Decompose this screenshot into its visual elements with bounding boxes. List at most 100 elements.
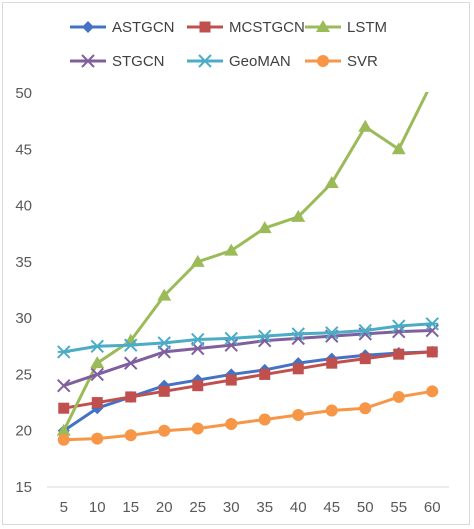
- series-svr: [57, 385, 439, 446]
- legend-item-mcstgcn: MCSTGCN: [187, 19, 305, 36]
- x-tick-label: 20: [156, 499, 173, 516]
- legend-marker: [199, 21, 211, 33]
- y-tick-label: 25: [15, 366, 32, 383]
- data-point-geoman: [392, 319, 406, 333]
- x-tick-label: 45: [323, 499, 340, 516]
- series-line-stgcn: [63, 329, 433, 388]
- data-point-svr: [426, 385, 439, 398]
- data-point-mcstgcn: [259, 368, 271, 380]
- legend-marker: [316, 20, 330, 32]
- data-point-svr: [359, 402, 372, 415]
- legend-label: STGCN: [112, 53, 165, 70]
- x-tick-label: 35: [256, 499, 273, 516]
- y-tick-label: 45: [15, 141, 32, 158]
- data-point-geoman: [124, 338, 138, 352]
- legend-marker: [82, 21, 94, 33]
- legend-item-lstm: LSTM: [305, 19, 387, 36]
- legend-label: ASTGCN: [112, 19, 175, 36]
- data-point-lstm: [190, 254, 205, 267]
- legend-item-astgcn: ASTGCN: [70, 19, 175, 36]
- data-point-mcstgcn: [292, 363, 304, 375]
- data-point-lstm: [257, 221, 272, 234]
- data-point-svr: [158, 424, 171, 437]
- data-point-svr: [292, 408, 305, 421]
- data-point-geoman: [57, 345, 71, 359]
- data-point-stgcn: [57, 378, 71, 393]
- data-point-lstm: [224, 243, 239, 256]
- data-point-geoman: [325, 326, 339, 340]
- x-tick-label: 10: [89, 499, 106, 516]
- data-point-lstm: [291, 209, 306, 222]
- y-axis-tick-labels: 15 20 25 30 35 40 45 50: [15, 85, 32, 496]
- series-layer: [56, 75, 439, 446]
- data-point-lstm: [90, 356, 105, 369]
- data-point-lstm: [157, 288, 172, 301]
- y-tick-label: 40: [15, 198, 32, 215]
- data-point-mcstgcn: [225, 374, 237, 386]
- data-point-lstm: [324, 176, 339, 189]
- x-tick-label: 50: [357, 499, 374, 516]
- x-tick-label: 40: [290, 499, 307, 516]
- legend-marker: [198, 54, 212, 68]
- data-point-geoman: [425, 317, 439, 331]
- series-geoman: [57, 317, 439, 359]
- data-point-mcstgcn: [91, 397, 103, 409]
- series-stgcn: [57, 323, 439, 393]
- data-point-mcstgcn: [158, 385, 170, 397]
- data-point-geoman: [90, 339, 104, 353]
- data-point-stgcn: [90, 367, 104, 382]
- data-point-svr: [392, 390, 405, 403]
- series-line-astgcn: [62, 350, 433, 432]
- data-point-geoman: [224, 331, 238, 346]
- data-point-mcstgcn: [326, 357, 338, 369]
- legend-label: SVR: [347, 53, 378, 70]
- data-point-lstm: [56, 423, 71, 436]
- legend: ASTGCN MCSTGCN LSTM STGCN GeoMAN SVR: [70, 19, 387, 70]
- series-line-mcstgcn: [63, 350, 433, 410]
- data-point-stgcn: [124, 356, 138, 370]
- data-point-mcstgcn: [192, 380, 204, 392]
- data-point-mcstgcn: [58, 402, 70, 414]
- data-point-mcstgcn: [393, 348, 405, 360]
- data-point-svr: [91, 432, 104, 445]
- y-tick-label: 20: [15, 423, 32, 440]
- data-point-geoman: [291, 327, 305, 341]
- series-mcstgcn: [58, 346, 438, 414]
- data-point-svr: [225, 417, 238, 430]
- data-point-lstm: [425, 75, 439, 87]
- x-tick-label: 15: [122, 499, 139, 516]
- x-axis-tick-labels: 5 10 15 20 25 30 35 40 45 50 55 60: [60, 499, 441, 516]
- legend-item-geoman: GeoMAN: [187, 53, 291, 70]
- series-lstm: [56, 75, 439, 436]
- data-point-lstm: [358, 119, 373, 132]
- legend-marker: [81, 54, 95, 68]
- data-point-svr: [258, 413, 271, 426]
- legend-label: GeoMAN: [229, 53, 291, 70]
- legend-label: LSTM: [347, 19, 387, 36]
- legend-item-svr: SVR: [305, 53, 378, 70]
- legend-marker: [317, 55, 329, 67]
- data-point-mcstgcn: [359, 353, 371, 365]
- data-point-svr: [124, 429, 137, 442]
- data-point-mcstgcn: [426, 346, 438, 358]
- data-point-svr: [191, 422, 204, 435]
- y-tick-label: 30: [15, 310, 32, 327]
- x-tick-label: 30: [223, 499, 240, 516]
- x-tick-label: 55: [390, 499, 407, 516]
- x-tick-label: 5: [60, 499, 68, 516]
- legend-item-stgcn: STGCN: [70, 53, 165, 70]
- data-point-svr: [325, 404, 338, 417]
- data-point-geoman: [191, 332, 205, 347]
- x-tick-label: 25: [189, 499, 206, 516]
- y-tick-label: 35: [15, 254, 32, 271]
- data-point-geoman: [258, 329, 272, 343]
- data-point-geoman: [157, 336, 171, 350]
- y-tick-label: 50: [15, 85, 32, 102]
- legend-label: MCSTGCN: [229, 19, 305, 36]
- y-tick-label: 15: [15, 479, 32, 496]
- data-point-lstm: [391, 142, 406, 155]
- data-point-mcstgcn: [125, 391, 137, 403]
- data-point-svr: [57, 433, 70, 446]
- data-point-geoman: [358, 323, 372, 338]
